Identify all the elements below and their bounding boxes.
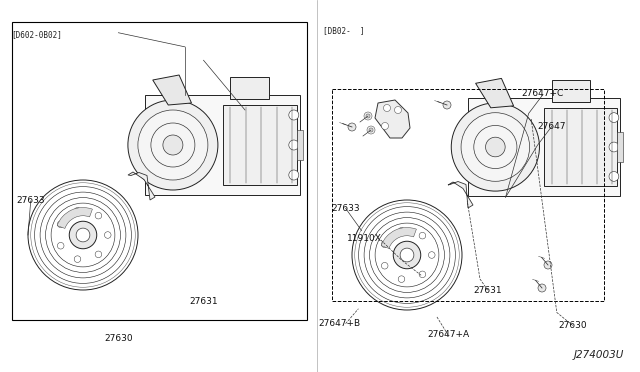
Circle shape <box>461 113 530 181</box>
Circle shape <box>538 284 546 292</box>
Circle shape <box>383 105 390 112</box>
Circle shape <box>381 122 388 129</box>
Bar <box>297 130 303 160</box>
Text: 27631: 27631 <box>189 297 218 306</box>
Circle shape <box>381 241 388 247</box>
Text: 27630: 27630 <box>559 321 587 330</box>
Circle shape <box>393 241 420 269</box>
Circle shape <box>544 261 552 269</box>
Circle shape <box>609 142 619 152</box>
Circle shape <box>400 248 414 262</box>
Bar <box>617 132 623 162</box>
Circle shape <box>58 221 64 228</box>
Polygon shape <box>128 172 155 200</box>
Polygon shape <box>448 182 473 208</box>
Circle shape <box>428 252 435 258</box>
Text: [DB02-  ]: [DB02- ] <box>323 26 365 35</box>
Circle shape <box>95 251 102 258</box>
Bar <box>552 80 589 102</box>
Circle shape <box>398 276 404 282</box>
Polygon shape <box>153 75 191 105</box>
Text: 27647+B: 27647+B <box>318 319 360 328</box>
Wedge shape <box>57 208 92 228</box>
Circle shape <box>151 123 195 167</box>
Circle shape <box>352 200 462 310</box>
Bar <box>230 77 269 99</box>
Circle shape <box>394 106 401 113</box>
Circle shape <box>95 212 102 219</box>
Circle shape <box>443 101 451 109</box>
Circle shape <box>104 232 111 238</box>
Circle shape <box>609 171 619 181</box>
Text: 27647: 27647 <box>538 122 566 131</box>
Circle shape <box>74 208 81 214</box>
Circle shape <box>419 232 426 239</box>
Text: [D602-0B02]: [D602-0B02] <box>12 30 62 39</box>
Circle shape <box>76 228 90 242</box>
Circle shape <box>381 262 388 269</box>
Circle shape <box>419 271 426 278</box>
Wedge shape <box>381 228 417 248</box>
Circle shape <box>69 221 97 249</box>
Bar <box>468 98 620 196</box>
Text: 27647+C: 27647+C <box>522 89 564 97</box>
Circle shape <box>398 228 404 234</box>
Text: 27630: 27630 <box>104 334 132 343</box>
Circle shape <box>289 170 299 180</box>
Text: 27631: 27631 <box>474 286 502 295</box>
Circle shape <box>609 113 619 122</box>
Circle shape <box>451 103 540 191</box>
Circle shape <box>163 135 183 155</box>
Text: 27633: 27633 <box>17 196 45 205</box>
Text: 27647+A: 27647+A <box>427 330 469 339</box>
Circle shape <box>128 100 218 190</box>
Bar <box>145 95 300 195</box>
Circle shape <box>348 123 356 131</box>
Circle shape <box>138 110 208 180</box>
Bar <box>12 22 307 320</box>
Polygon shape <box>375 100 410 138</box>
Text: J274003U: J274003U <box>573 350 624 360</box>
Circle shape <box>28 180 138 290</box>
Bar <box>332 89 604 301</box>
Circle shape <box>364 112 372 120</box>
Text: 11910X: 11910X <box>348 234 382 243</box>
Polygon shape <box>476 78 514 108</box>
Circle shape <box>369 128 373 132</box>
Text: 27633: 27633 <box>332 204 360 213</box>
Circle shape <box>58 243 64 249</box>
Bar <box>544 108 617 186</box>
Circle shape <box>74 256 81 262</box>
Circle shape <box>474 125 517 169</box>
Circle shape <box>486 137 505 157</box>
Circle shape <box>289 140 299 150</box>
Bar <box>223 105 297 185</box>
Circle shape <box>366 114 370 118</box>
Circle shape <box>289 110 299 120</box>
Circle shape <box>367 126 375 134</box>
